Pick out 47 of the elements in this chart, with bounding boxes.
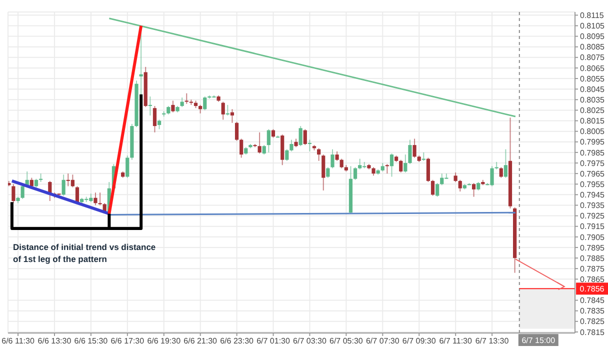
y-tick-label: 0.8085 (580, 42, 606, 52)
x-tick-label: 6/7 13:30 (475, 336, 510, 346)
y-tick-label: 0.7875 (580, 264, 606, 274)
y-tick-label: 0.7895 (580, 243, 606, 252)
y-tick-label: 0.7955 (580, 180, 606, 189)
y-tick-label: 0.8055 (580, 74, 606, 84)
x-tick-label: 6/6 15:30 (74, 336, 108, 346)
y-tick-label: 0.7845 (580, 296, 606, 306)
x-tick-label: 6/6 13:30 (38, 336, 72, 346)
y-tick-label: 0.8075 (580, 53, 606, 62)
x-tick-label: 6/7 05:30 (330, 336, 364, 346)
x-tick-label: 6/7 09:30 (402, 336, 436, 346)
x-tick-label: 6/6 11:30 (2, 336, 35, 346)
ref-line-label: 6/7 15:00 (522, 336, 556, 345)
x-tick-label: 6/7 01:30 (256, 336, 290, 346)
x-tick-label: 6/7 03:30 (293, 336, 327, 346)
y-tick-label: 0.7885 (580, 254, 606, 263)
y-tick-label: 0.7815 (580, 328, 606, 337)
x-tick-label: 6/7 11:30 (439, 336, 473, 346)
y-tick-label: 0.8035 (580, 95, 606, 104)
x-tick-label: 6/6 23:30 (220, 336, 254, 346)
x-tick-label: 6/7 07:30 (366, 336, 400, 346)
ref-line-label: 0.7856 (580, 284, 605, 294)
x-tick-label: 6/6 19:30 (147, 336, 182, 346)
y-tick-label: 0.7995 (580, 138, 606, 147)
y-tick-label: 0.7825 (580, 317, 606, 326)
x-tick-label: 6/6 17:30 (110, 336, 145, 346)
y-tick-label: 0.7925 (580, 212, 606, 221)
y-tick-label: 0.7985 (580, 148, 606, 158)
y-tick-label: 0.7945 (580, 190, 606, 200)
y-tick-label: 0.8065 (580, 64, 606, 73)
y-tick-label: 0.8115 (580, 11, 604, 20)
y-tick-label: 0.7865 (580, 274, 606, 284)
y-tick-label: 0.8105 (580, 22, 606, 31)
y-tick-label: 0.8095 (580, 32, 606, 42)
y-tick-label: 0.7905 (580, 232, 606, 242)
y-tick-label: 0.7975 (580, 158, 606, 168)
y-tick-label: 0.7965 (580, 169, 606, 178)
annotation: Distance of initial trend vs distance of 1st leg of the pattern (13, 241, 157, 265)
y-tick-label: 0.8025 (580, 106, 606, 116)
y-tick-label: 0.8005 (580, 127, 606, 136)
y-tick-label: 0.8015 (580, 116, 606, 126)
x-tick-label: 6/6 21:30 (184, 336, 218, 346)
y-tick-label: 0.8045 (580, 84, 606, 94)
y-tick-label: 0.7935 (580, 201, 606, 210)
y-tick-label: 0.7915 (580, 222, 606, 232)
y-tick-label: 0.7835 (580, 306, 606, 316)
